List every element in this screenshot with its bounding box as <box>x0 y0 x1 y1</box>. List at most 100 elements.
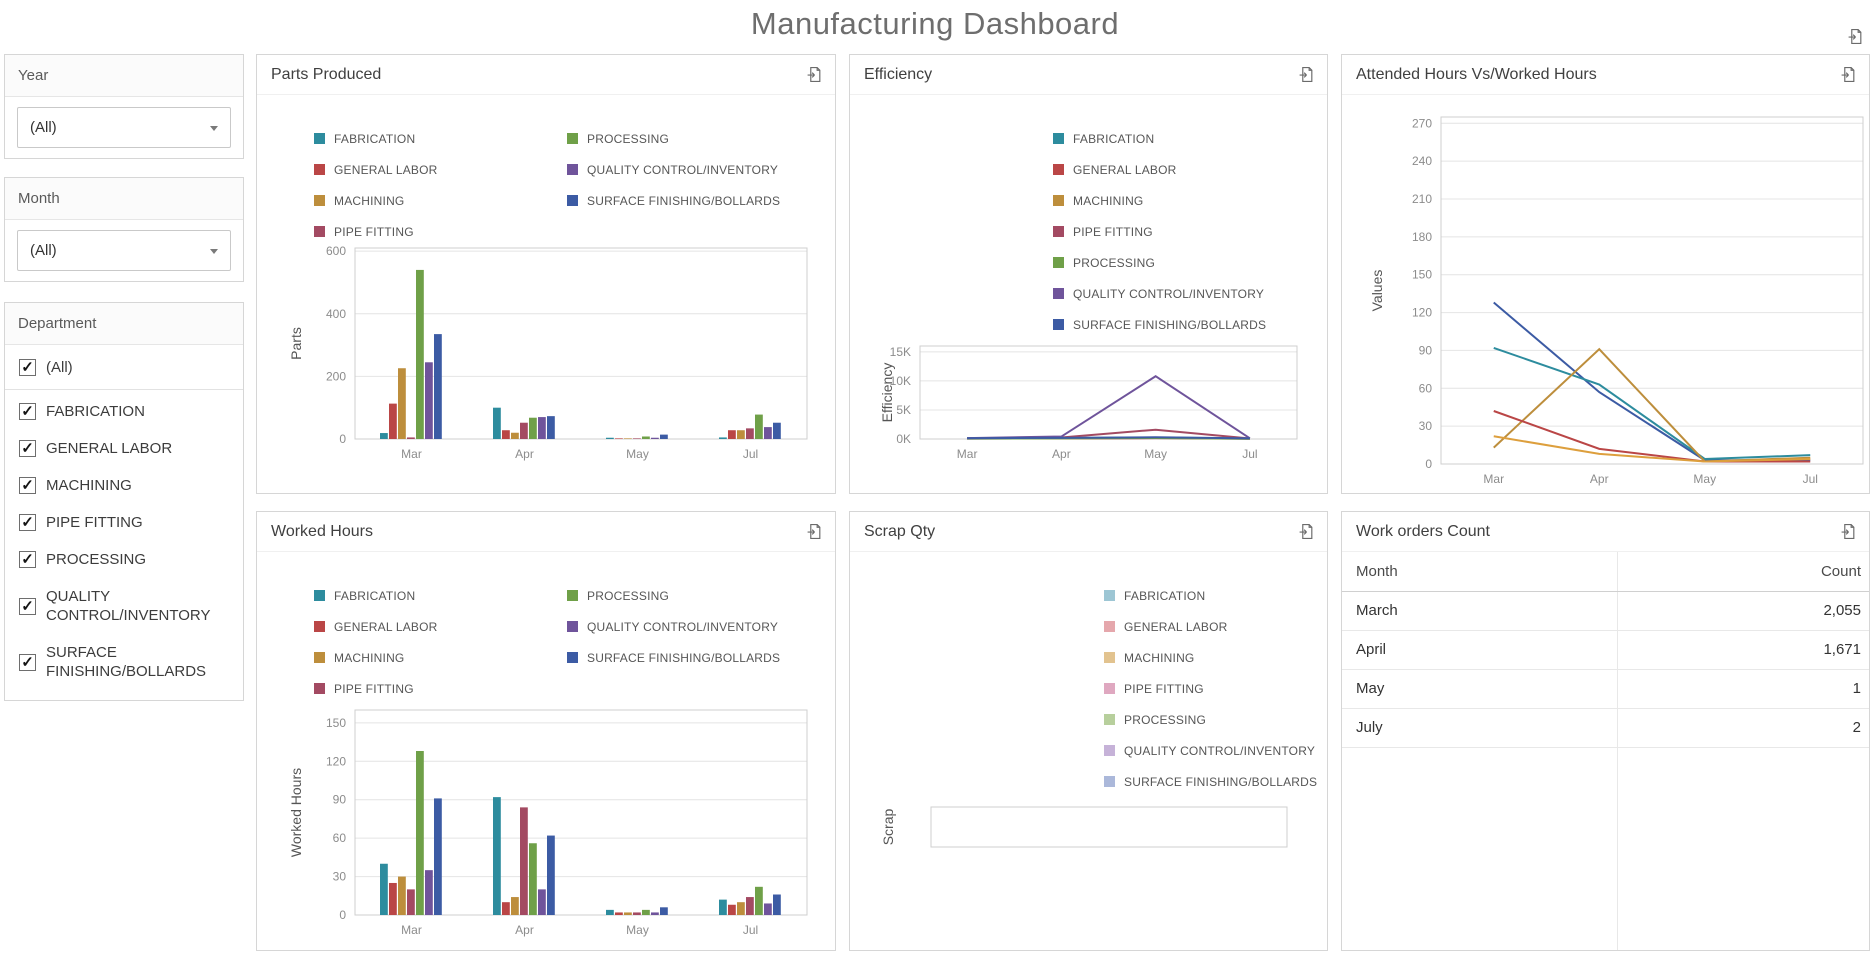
scrap-qty-chart[interactable]: Scrap <box>850 797 1327 952</box>
legend-swatch <box>314 683 325 694</box>
legend-item: SURFACE FINISHING/BOLLARDS <box>1104 766 1317 797</box>
department-checkbox-item[interactable]: ✓ (All) <box>5 349 243 386</box>
attended-vs-worked-chart[interactable]: 0 30 60 90 120 150 180 210 240 270 Mar Apr May Jul Val… <box>1342 95 1869 495</box>
card-header: Efficiency <box>850 55 1327 95</box>
legend-swatch <box>1053 319 1064 330</box>
svg-text:15K: 15K <box>890 345 911 359</box>
checkmark-icon[interactable]: ✓ <box>19 551 36 568</box>
legend-item: PIPE FITTING <box>314 673 567 704</box>
department-label: PIPE FITTING <box>46 514 143 531</box>
svg-text:Parts: Parts <box>288 327 304 360</box>
legend-item: GENERAL LABOR <box>314 611 567 642</box>
column-header: Count <box>1624 552 1869 592</box>
legend-swatch <box>1053 164 1064 175</box>
svg-text:Efficiency: Efficiency <box>879 363 895 423</box>
card-header: Worked Hours <box>257 512 835 552</box>
card-title: Work orders Count <box>1356 522 1490 540</box>
card-title: Parts Produced <box>271 65 382 83</box>
department-checkbox-item[interactable]: ✓ GENERAL LABOR <box>5 430 243 467</box>
checkmark-icon[interactable]: ✓ <box>19 440 36 457</box>
dropdown-value: (All) <box>30 242 57 259</box>
parts-produced-chart[interactable]: 0 200 400 600 Mar Apr May Jul Parts <box>257 244 835 485</box>
table-row[interactable]: July 2 <box>1342 708 1869 748</box>
svg-text:Worked Hours: Worked Hours <box>288 768 304 857</box>
export-icon[interactable] <box>1840 523 1857 540</box>
legend-label: PIPE FITTING <box>1124 681 1204 696</box>
department-checkbox-item[interactable]: ✓ MACHINING <box>5 467 243 504</box>
legend-label: MACHINING <box>334 650 405 665</box>
legend-label: FABRICATION <box>334 131 416 146</box>
svg-text:600: 600 <box>326 244 346 258</box>
table-row[interactable]: May 1 <box>1342 669 1869 709</box>
chart-legend: FABRICATION GENERAL LABOR MACHINING PIPE FI… <box>314 123 820 247</box>
svg-text:0K: 0K <box>896 432 911 446</box>
legend-item: QUALITY CONTROL/INVENTORY <box>567 154 820 185</box>
svg-text:5K: 5K <box>896 403 911 417</box>
table-row[interactable]: March 2,055 <box>1342 591 1869 631</box>
checkmark-icon[interactable]: ✓ <box>19 597 36 615</box>
panel-title: Month <box>5 178 243 220</box>
legend-swatch <box>1053 257 1064 268</box>
svg-text:60: 60 <box>333 831 347 845</box>
month-dropdown[interactable]: (All) <box>17 230 231 271</box>
work-orders-table: Month Count March 2,055 April 1,671 May 1 July 2 <box>1342 552 1869 748</box>
legend-item: SURFACE FINISHING/BOLLARDS <box>567 642 820 673</box>
department-filter-panel: Department ✓ (All) ✓ FABRICATION ✓ GENERAL LA… <box>4 302 244 701</box>
svg-text:May: May <box>1693 472 1716 486</box>
checkmark-icon[interactable]: ✓ <box>19 514 36 531</box>
legend-item: QUALITY CONTROL/INVENTORY <box>1104 735 1317 766</box>
department-label: PROCESSING <box>46 551 147 568</box>
export-icon[interactable] <box>806 523 823 540</box>
department-checkbox-item[interactable]: ✓ PROCESSING <box>5 541 243 578</box>
legend-label: MACHINING <box>1073 193 1144 208</box>
checkmark-icon[interactable]: ✓ <box>19 653 36 671</box>
legend-item: PROCESSING <box>567 580 820 611</box>
panel-title: Year <box>5 55 243 97</box>
legend-label: FABRICATION <box>1073 131 1155 146</box>
efficiency-chart[interactable]: 0K 5K 10K 15K Mar Apr May Jul Efficiency <box>850 335 1327 495</box>
worked-hours-chart[interactable]: 0 30 60 90 120 150 Mar Apr May Jul Worked Hours <box>257 702 835 952</box>
svg-text:Jul: Jul <box>1803 472 1818 486</box>
export-icon[interactable] <box>1298 66 1315 83</box>
department-label: QUALITY CONTROL/INVENTORY <box>46 588 211 624</box>
svg-text:Apr: Apr <box>515 447 534 461</box>
export-icon[interactable] <box>1298 523 1315 540</box>
export-icon[interactable] <box>1847 28 1864 45</box>
checkmark-icon[interactable]: ✓ <box>19 477 36 494</box>
svg-text:Jul: Jul <box>743 923 758 937</box>
legend-swatch <box>1104 621 1115 632</box>
legend-label: MACHINING <box>1124 650 1195 665</box>
column-header: Month <box>1342 552 1625 592</box>
legend-item: GENERAL LABOR <box>314 154 567 185</box>
department-checkbox-item[interactable]: ✓ SURFACE FINISHING/BOLLARDS <box>5 634 243 690</box>
legend-item: MACHINING <box>314 642 567 673</box>
legend-label: GENERAL LABOR <box>1073 162 1177 177</box>
card-header: Work orders Count <box>1342 512 1869 552</box>
legend-swatch <box>567 652 578 663</box>
card-title: Worked Hours <box>271 522 373 540</box>
legend-swatch <box>567 621 578 632</box>
export-icon[interactable] <box>1840 66 1857 83</box>
legend-swatch <box>314 652 325 663</box>
department-checkbox-item[interactable]: ✓ QUALITY CONTROL/INVENTORY <box>5 578 243 634</box>
table-cell: May <box>1342 669 1625 709</box>
legend-swatch <box>1104 683 1115 694</box>
checkmark-icon[interactable]: ✓ <box>19 403 36 420</box>
department-label: GENERAL LABOR <box>46 440 173 457</box>
chart-legend: FABRICATION GENERAL LABOR MACHINING PIPE FI… <box>1104 580 1317 797</box>
table-row[interactable]: April 1,671 <box>1342 630 1869 670</box>
department-checkbox-item[interactable]: ✓ PIPE FITTING <box>5 504 243 541</box>
legend-label: PROCESSING <box>587 131 670 146</box>
checkmark-icon[interactable]: ✓ <box>19 359 36 376</box>
legend-swatch <box>1053 133 1064 144</box>
table-cell: July <box>1342 708 1625 748</box>
year-dropdown[interactable]: (All) <box>17 107 231 148</box>
export-icon[interactable] <box>806 66 823 83</box>
legend-swatch <box>314 133 325 144</box>
department-checkbox-item[interactable]: ✓ FABRICATION <box>5 393 243 430</box>
svg-text:10K: 10K <box>890 374 911 388</box>
svg-text:30: 30 <box>1419 419 1433 433</box>
legend-label: FABRICATION <box>334 588 416 603</box>
chart-legend: FABRICATION GENERAL LABOR MACHINING PIPE FI… <box>314 580 820 704</box>
year-filter-panel: Year (All) <box>4 54 244 159</box>
